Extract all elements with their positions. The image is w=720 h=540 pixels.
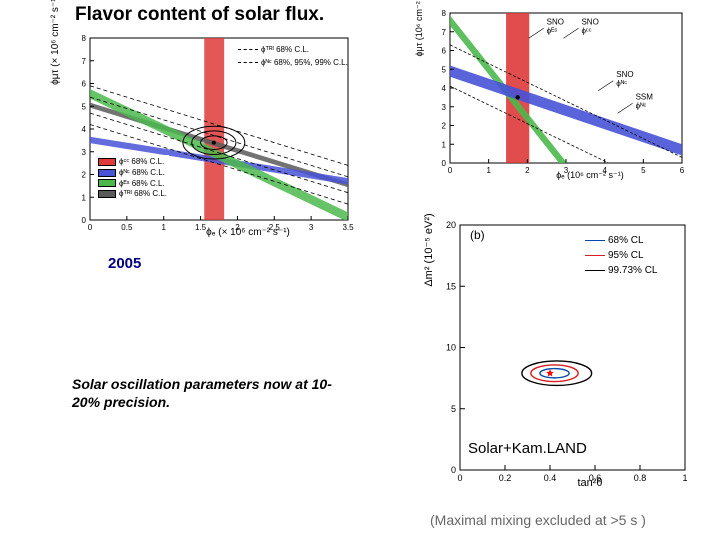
svg-text:15: 15 xyxy=(446,281,456,291)
solar-kamland-label: Solar+Kam.LAND xyxy=(468,440,587,457)
svg-text:5: 5 xyxy=(442,65,447,74)
footnote: (Maximal mixing excluded at >5 s ) xyxy=(430,512,646,528)
svg-text:1: 1 xyxy=(82,193,87,202)
svg-text:0.2: 0.2 xyxy=(499,473,512,483)
svg-text:0: 0 xyxy=(451,465,456,475)
svg-text:6: 6 xyxy=(442,47,447,56)
flux-chart-2003: 0123456012345678 SNOϕᴱˢSNOϕᶜᶜSNOϕᴺᶜSSMϕᴺ… xyxy=(420,5,690,185)
svg-text:1: 1 xyxy=(486,166,491,175)
panel-label: (b) xyxy=(470,228,485,242)
svg-text:3.5: 3.5 xyxy=(342,223,354,232)
br-ylabel: Δm² (10⁻⁵ eV²) xyxy=(422,130,435,370)
left-cl-legend: ϕᵀᴿᴵ 68% C.L.ϕᴺᶜ 68%, 95%, 99% C.L. xyxy=(238,44,348,70)
oscillation-chart: 00.20.40.60.8105101520 (b) Δm² (10⁻⁵ eV²… xyxy=(420,215,695,495)
left-legend: ϕᶜᶜ 68% C.L.ϕᴺᶜ 68% C.L.ϕᴱˢ 68% C.L.ϕᵀᴿᴵ… xyxy=(96,155,169,202)
svg-text:0: 0 xyxy=(448,166,453,175)
svg-text:20: 20 xyxy=(446,220,456,230)
svg-text:0.5: 0.5 xyxy=(121,223,133,232)
svg-text:8: 8 xyxy=(82,34,87,43)
svg-text:SNO: SNO xyxy=(581,17,598,26)
svg-text:1: 1 xyxy=(682,473,687,483)
svg-text:ϕᶜᶜ: ϕᶜᶜ xyxy=(581,26,591,35)
caption-text: Solar oscillation parameters now at 10-2… xyxy=(72,376,332,410)
svg-text:6: 6 xyxy=(680,166,685,175)
tr-ylabel: ϕμτ (10⁶ cm⁻² s⁻¹) xyxy=(414,0,425,95)
svg-text:10: 10 xyxy=(446,343,456,353)
precision-caption: Solar oscillation parameters now at 10-2… xyxy=(72,375,352,411)
flux-chart-2003-svg: 0123456012345678 SNOϕᴱˢSNOϕᶜᶜSNOϕᴺᶜSSMϕᴺ… xyxy=(420,5,690,185)
svg-text:SSM: SSM xyxy=(636,92,654,101)
svg-text:8: 8 xyxy=(442,9,447,18)
svg-text:ϕᴺᶜ: ϕᴺᶜ xyxy=(636,101,647,110)
left-ylabel: ϕμτ (× 10⁶ cm⁻² s⁻¹) xyxy=(50,0,61,130)
svg-text:2: 2 xyxy=(82,171,87,180)
svg-text:7: 7 xyxy=(82,57,87,66)
svg-text:3: 3 xyxy=(442,103,447,112)
svg-text:SNO: SNO xyxy=(547,17,564,26)
svg-text:3: 3 xyxy=(82,148,87,157)
svg-text:ϕᴺᶜ: ϕᴺᶜ xyxy=(616,79,627,88)
svg-text:0: 0 xyxy=(82,216,87,225)
svg-text:0: 0 xyxy=(457,473,462,483)
svg-text:5: 5 xyxy=(451,404,456,414)
left-xlabel: ϕₑ (× 10⁶ cm⁻² s⁻¹) xyxy=(158,227,338,238)
svg-text:2: 2 xyxy=(442,122,447,131)
tr-xlabel: ϕₑ (10⁶ cm⁻² s⁻¹) xyxy=(510,170,670,181)
year-2005: 2005 xyxy=(108,255,141,272)
flux-chart-2005: 00.511.522.533.5012345678 ϕμτ (× 10⁶ cm⁻… xyxy=(58,30,358,240)
svg-text:5: 5 xyxy=(82,102,87,111)
svg-text:0: 0 xyxy=(442,159,447,168)
br-xlabel: tan²θ xyxy=(530,477,650,489)
svg-text:0: 0 xyxy=(88,223,93,232)
svg-text:7: 7 xyxy=(442,28,447,37)
br-legend: 68% CL95% CL99.73% CL xyxy=(585,233,657,278)
svg-text:ϕᴱˢ: ϕᴱˢ xyxy=(547,26,558,35)
svg-text:1: 1 xyxy=(442,140,447,149)
svg-text:4: 4 xyxy=(442,84,447,93)
page-title: Flavor content of solar flux. xyxy=(75,4,324,26)
svg-text:6: 6 xyxy=(82,80,87,89)
svg-text:SNO: SNO xyxy=(616,70,633,79)
svg-text:4: 4 xyxy=(82,125,87,134)
